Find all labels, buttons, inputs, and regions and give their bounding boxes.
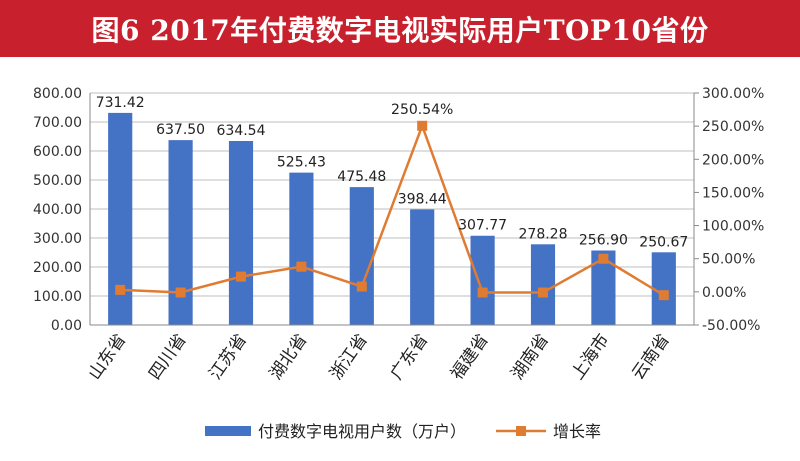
growth-marker-3 xyxy=(236,271,246,282)
y-right-tick-label: 0.00% xyxy=(702,285,746,301)
y-left-tick-label: 500.00 xyxy=(33,173,82,189)
bar-3 xyxy=(228,140,254,325)
bar-value-label: 525.43 xyxy=(277,155,326,171)
y-right-tick-label: 100.00% xyxy=(702,219,764,235)
x-tick-label: 四川省 xyxy=(145,330,191,383)
growth-line xyxy=(120,122,665,297)
data-labels: 731.42 637.50 634.54 525.43 475.48 398.44 307.… xyxy=(96,95,689,250)
x-tick-label: 山东省 xyxy=(85,330,131,383)
x-tick-label: 云南省 xyxy=(628,330,674,383)
bar-value-label: 256.90 xyxy=(579,232,628,248)
y-right-tick-label: 150.00% xyxy=(702,185,764,201)
bar-7 xyxy=(470,235,495,325)
x-tick-label: 福建省 xyxy=(447,330,493,383)
bar-5 xyxy=(349,187,374,325)
y-right-tick-label: 50.00% xyxy=(702,252,755,268)
bar-value-label: 634.54 xyxy=(217,123,266,139)
bar-value-label: 475.48 xyxy=(337,169,386,185)
y-right-tick-label: -50.00% xyxy=(702,318,760,334)
growth-marker-1 xyxy=(115,284,126,295)
growth-marker-7 xyxy=(477,287,488,298)
x-tick-label: 江苏省 xyxy=(205,330,251,383)
y-right-tick-label: 200.00% xyxy=(702,152,764,168)
y-left-tick-label: 700.00 xyxy=(33,115,82,131)
legend: 付费数字电视用户数（万户） 增长率 xyxy=(205,422,601,441)
bar-value-label: 307.77 xyxy=(458,218,507,234)
chart: 731.42 637.50 634.54 525.43 475.48 398.44 307.… xyxy=(33,86,764,441)
bar-4 xyxy=(289,172,314,325)
y-left-tick-label: 800.00 xyxy=(33,86,82,102)
growth-marker-2 xyxy=(175,287,186,298)
legend-line-label: 增长率 xyxy=(553,422,601,441)
x-tick-label: 浙江省 xyxy=(326,330,372,383)
growth-marker-5 xyxy=(356,281,367,292)
bar-series xyxy=(108,112,676,325)
growth-marker-9 xyxy=(598,253,609,264)
bar-value-label: 278.28 xyxy=(519,226,568,242)
y-left-tick-label: 600.00 xyxy=(33,144,82,160)
line-series xyxy=(115,120,669,301)
bar-value-label: 637.50 xyxy=(156,122,205,138)
bar-value-label: 731.42 xyxy=(96,95,145,111)
bar-value-label: 250.67 xyxy=(639,234,688,250)
y-left-tick-label: 200.00 xyxy=(33,260,82,276)
bar-6 xyxy=(410,209,435,325)
bar-8 xyxy=(530,244,556,325)
growth-marker-10 xyxy=(658,290,669,301)
x-tick-label: 广东省 xyxy=(387,330,433,383)
y-right-tick-label: 300.00% xyxy=(702,86,764,102)
y-left-tick-label: 400.00 xyxy=(33,202,82,218)
legend-bar-label: 付费数字电视用户数（万户） xyxy=(258,422,466,441)
y-left-tick-label: 0.00 xyxy=(51,318,82,334)
x-tick-label: 湖北省 xyxy=(266,330,312,383)
legend-line-marker xyxy=(516,426,526,436)
growth-marker-8 xyxy=(538,287,548,298)
x-tick-label: 湖南省 xyxy=(507,330,553,383)
x-tick-label: 上海市 xyxy=(568,330,614,383)
bar-10 xyxy=(651,252,676,325)
chart-title: 图6 2017年付费数字电视实际用户TOP10省份 xyxy=(0,0,800,57)
y-right-tick-label: 250.00% xyxy=(702,119,764,135)
bar-value-label: 398.44 xyxy=(398,191,447,207)
line-point-label: 250.54% xyxy=(391,102,453,118)
legend-bar-swatch xyxy=(205,426,251,436)
y-left-tick-label: 300.00 xyxy=(33,231,82,247)
y-left-tick-label: 100.00 xyxy=(33,289,82,305)
growth-marker-4 xyxy=(296,261,307,272)
growth-marker-6 xyxy=(417,120,428,131)
